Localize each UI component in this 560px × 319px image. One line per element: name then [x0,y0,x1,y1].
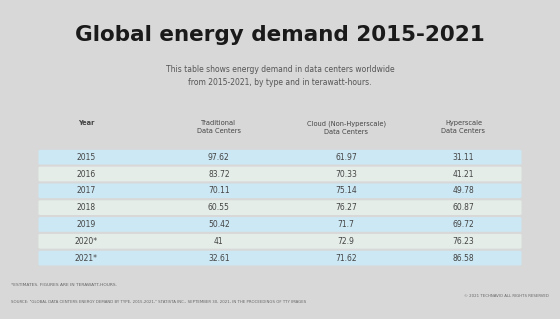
Text: 2015: 2015 [77,153,96,162]
Text: 50.42: 50.42 [208,220,230,229]
Text: 32.61: 32.61 [208,254,230,263]
Text: 86.58: 86.58 [452,254,474,263]
Text: *ESTIMATES. FIGURES ARE IN TERAWATT-HOURS.: *ESTIMATES. FIGURES ARE IN TERAWATT-HOUR… [11,283,117,287]
Text: 76.23: 76.23 [452,237,474,246]
FancyBboxPatch shape [39,200,521,215]
Text: 31.11: 31.11 [452,153,474,162]
Text: 2019: 2019 [77,220,96,229]
FancyBboxPatch shape [39,234,521,249]
Text: 83.72: 83.72 [208,169,230,179]
FancyBboxPatch shape [39,251,521,265]
Text: Cloud (Non-Hyperscale)
Data Centers: Cloud (Non-Hyperscale) Data Centers [307,120,386,135]
Text: Hyperscale
Data Centers: Hyperscale Data Centers [441,120,486,134]
Text: 72.9: 72.9 [338,237,354,246]
Text: 71.7: 71.7 [338,220,354,229]
Text: 49.78: 49.78 [452,186,474,195]
FancyBboxPatch shape [39,217,521,232]
Text: 2020*: 2020* [75,237,98,246]
Text: 2016: 2016 [77,169,96,179]
Text: Year: Year [78,120,95,126]
FancyBboxPatch shape [39,150,521,165]
FancyBboxPatch shape [39,183,521,198]
Text: 41.21: 41.21 [452,169,474,179]
Text: 69.72: 69.72 [452,220,474,229]
Text: SOURCE: "GLOBAL DATA CENTERS ENERGY DEMAND BY TYPE, 2015-2021," STATISTA INC., S: SOURCE: "GLOBAL DATA CENTERS ENERGY DEMA… [11,300,306,304]
Text: 70.11: 70.11 [208,186,230,195]
Text: 97.62: 97.62 [208,153,230,162]
Text: Global energy demand 2015-2021: Global energy demand 2015-2021 [75,25,485,45]
Text: 60.87: 60.87 [452,203,474,212]
Text: 76.27: 76.27 [335,203,357,212]
Text: 61.97: 61.97 [335,153,357,162]
Text: Traditional
Data Centers: Traditional Data Centers [197,120,241,134]
Text: 2018: 2018 [77,203,96,212]
Text: 2021*: 2021* [75,254,98,263]
Text: 71.62: 71.62 [335,254,357,263]
Text: This table shows energy demand in data centers worldwide
from 2015-2021, by type: This table shows energy demand in data c… [166,65,394,87]
Text: 75.14: 75.14 [335,186,357,195]
Text: 70.33: 70.33 [335,169,357,179]
Text: 2017: 2017 [77,186,96,195]
FancyBboxPatch shape [39,167,521,182]
Text: 41: 41 [214,237,223,246]
Text: 60.55: 60.55 [208,203,230,212]
Text: © 2021 TECHNAVIO ALL RIGHTS RESERVED: © 2021 TECHNAVIO ALL RIGHTS RESERVED [464,294,549,299]
